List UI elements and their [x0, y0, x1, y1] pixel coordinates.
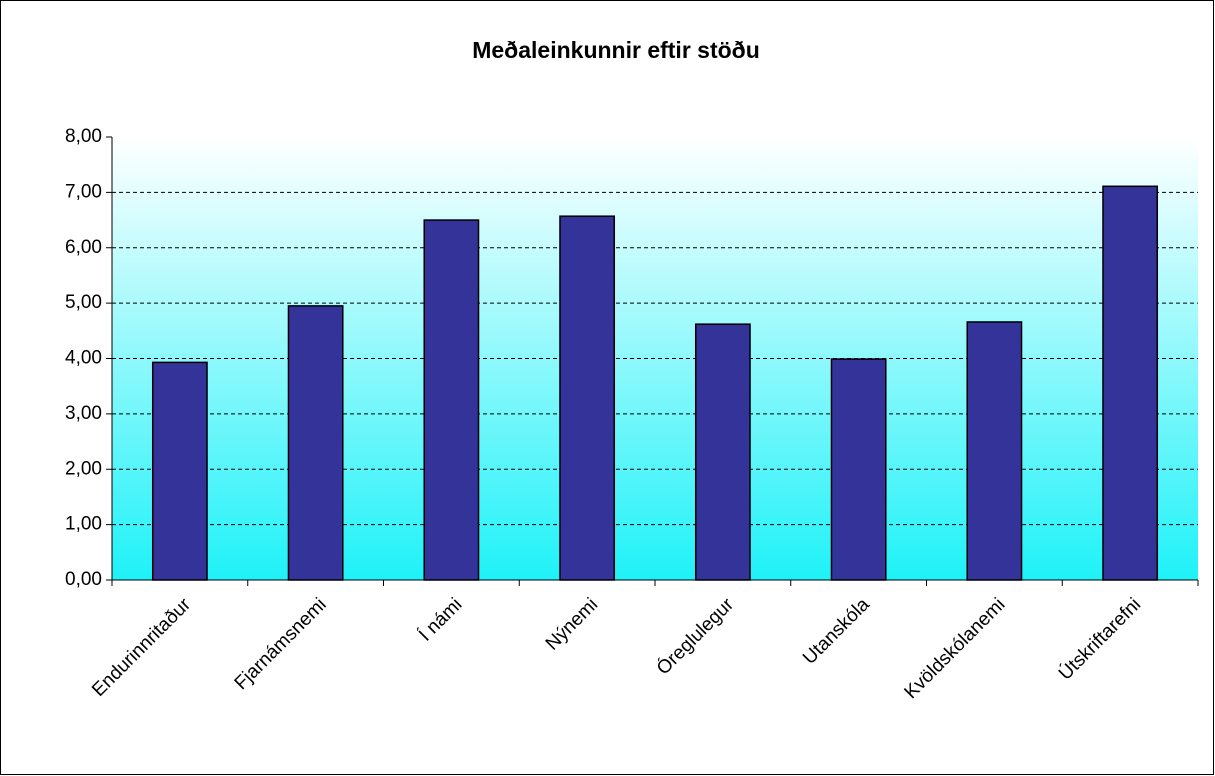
- y-tick-label: 8,00: [65, 126, 102, 147]
- y-tick-label: 0,00: [65, 569, 102, 590]
- y-tick-label: 6,00: [65, 237, 102, 258]
- y-tick-label: 2,00: [65, 458, 102, 479]
- y-tick-label: 7,00: [65, 181, 102, 202]
- bar: [830, 358, 887, 581]
- bar: [966, 321, 1023, 581]
- y-tick-label: 3,00: [65, 403, 102, 424]
- bar: [151, 361, 208, 581]
- bar: [559, 215, 616, 581]
- y-tick-label: 5,00: [65, 292, 102, 313]
- y-tick-label: 4,00: [65, 348, 102, 369]
- bar: [1102, 185, 1159, 581]
- bar: [423, 219, 480, 581]
- bar: [694, 323, 751, 581]
- chart-title: Meðaleinkunnir eftir stöðu: [472, 37, 760, 63]
- y-tick-label: 1,00: [65, 514, 102, 535]
- bar: [287, 305, 344, 581]
